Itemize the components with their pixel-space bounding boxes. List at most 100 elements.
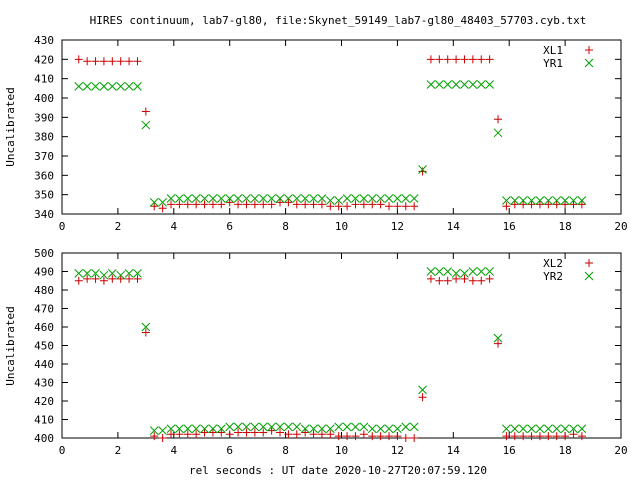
data-point xyxy=(225,430,234,439)
data-point xyxy=(183,200,192,209)
data-point xyxy=(351,194,360,203)
data-point xyxy=(410,202,419,211)
data-point xyxy=(535,200,544,209)
data-point xyxy=(359,430,368,439)
data-point xyxy=(301,428,310,437)
data-point xyxy=(116,57,125,66)
data-point xyxy=(477,276,486,285)
data-point xyxy=(527,200,536,209)
data-point xyxy=(552,200,561,209)
data-point xyxy=(292,200,301,209)
data-point xyxy=(376,424,385,434)
data-point xyxy=(167,200,176,209)
data-point xyxy=(284,430,293,439)
data-point xyxy=(275,194,285,203)
data-point xyxy=(443,55,452,64)
data-point xyxy=(510,432,519,441)
data-point xyxy=(107,82,117,91)
data-point xyxy=(74,82,84,91)
data-point xyxy=(242,422,251,432)
data-point xyxy=(351,422,360,432)
data-point xyxy=(167,430,176,439)
data-point xyxy=(99,276,108,285)
data-point xyxy=(250,428,259,437)
data-point xyxy=(225,422,235,432)
data-point xyxy=(82,82,92,91)
x-tick-label: 12 xyxy=(391,220,404,233)
data-point xyxy=(376,432,385,441)
data-point xyxy=(234,428,243,437)
data-point xyxy=(149,426,159,435)
data-point xyxy=(409,422,419,432)
y-tick-label: 430 xyxy=(34,34,54,47)
data-point xyxy=(460,80,469,89)
data-point xyxy=(535,424,545,434)
data-point xyxy=(561,432,570,441)
data-point xyxy=(443,267,453,276)
x-tick-label: 10 xyxy=(335,444,348,457)
x-tick-label: 8 xyxy=(282,444,289,457)
data-point xyxy=(384,424,394,434)
data-point xyxy=(158,434,167,442)
data-point xyxy=(426,267,436,276)
y-axis-label: Uncalibrated xyxy=(4,87,17,166)
data-point xyxy=(552,196,562,205)
data-point xyxy=(410,434,419,442)
y-tick-label: 380 xyxy=(34,131,54,144)
data-point xyxy=(158,426,167,435)
data-point xyxy=(343,432,352,441)
data-point xyxy=(401,434,410,442)
data-point xyxy=(208,428,217,437)
data-point xyxy=(460,268,469,278)
data-point xyxy=(175,194,184,203)
y-tick-label: 430 xyxy=(34,377,54,390)
y-tick-label: 480 xyxy=(34,284,54,297)
data-point xyxy=(276,198,285,207)
data-point xyxy=(267,426,276,435)
data-point xyxy=(451,268,461,278)
series-XL2 xyxy=(74,274,586,442)
y-tick-label: 360 xyxy=(34,169,54,182)
data-point xyxy=(83,274,92,283)
data-point xyxy=(569,200,578,209)
data-point xyxy=(91,57,100,66)
data-point xyxy=(561,200,570,209)
data-point xyxy=(552,432,561,441)
data-point xyxy=(384,194,394,203)
data-point xyxy=(544,200,553,209)
data-point xyxy=(124,82,134,91)
data-point xyxy=(409,194,419,203)
series-YR2 xyxy=(74,267,587,435)
data-point xyxy=(393,432,402,441)
data-point xyxy=(191,424,201,434)
legend-label: XL2 xyxy=(543,257,563,270)
data-point xyxy=(426,55,435,64)
data-point xyxy=(577,200,586,209)
legend-label: XL1 xyxy=(543,44,563,57)
data-point xyxy=(317,200,326,209)
data-point xyxy=(359,422,369,432)
data-point xyxy=(166,194,176,203)
data-point xyxy=(334,202,343,211)
y-tick-label: 470 xyxy=(34,303,54,316)
data-point xyxy=(351,432,360,441)
data-point xyxy=(342,194,352,203)
y-tick-label: 420 xyxy=(34,395,54,408)
data-point xyxy=(216,424,226,434)
data-point xyxy=(334,422,344,432)
data-point xyxy=(108,57,117,66)
data-point xyxy=(585,46,593,54)
data-point xyxy=(242,428,251,437)
data-point xyxy=(158,204,167,213)
data-point xyxy=(192,430,201,439)
data-point xyxy=(133,57,142,66)
data-point xyxy=(141,322,151,332)
data-point xyxy=(334,432,343,441)
data-point xyxy=(284,198,293,207)
data-point xyxy=(401,194,411,203)
data-point xyxy=(468,276,477,285)
y-tick-label: 440 xyxy=(34,358,54,371)
data-point xyxy=(208,424,218,434)
data-point xyxy=(250,194,260,203)
